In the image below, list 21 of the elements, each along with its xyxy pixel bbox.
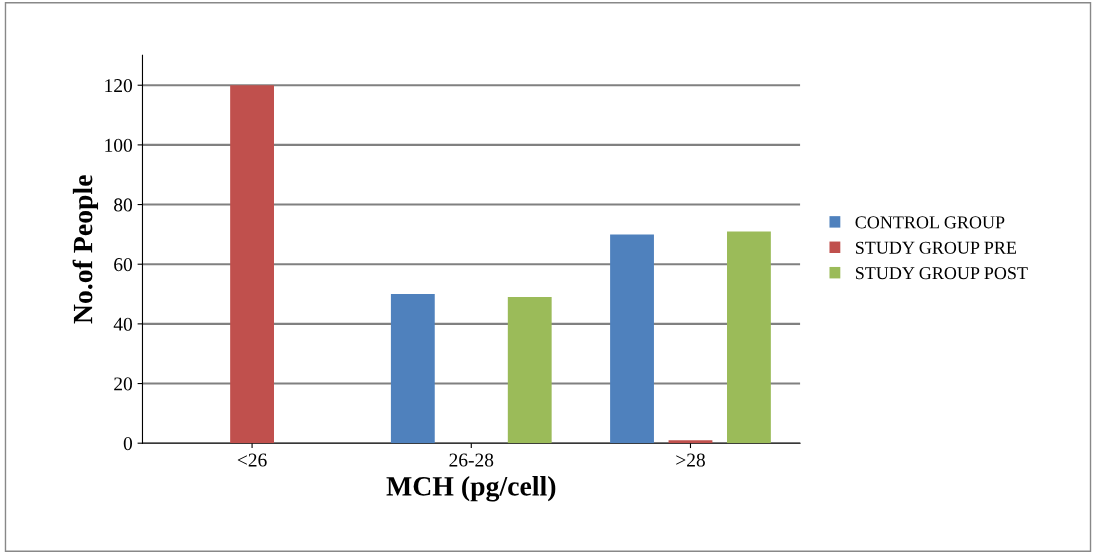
bar	[610, 234, 654, 444]
bar	[390, 294, 435, 444]
y-tick-label: 80	[114, 198, 133, 212]
x-axis-title: MCH (pg/cell)	[386, 476, 556, 502]
bar	[230, 85, 274, 444]
y-tick-label: 40	[113, 317, 133, 331]
y-tick-label: 0	[123, 437, 133, 451]
y-tick-label: 100	[105, 138, 133, 152]
y-tick-label: 20	[114, 377, 133, 391]
x-tick-label: 26-28	[449, 453, 494, 467]
x-tick-label: >28	[676, 453, 705, 467]
bar	[668, 440, 713, 444]
x-tick-label: <26	[237, 453, 267, 467]
y-tick-label: 60	[114, 258, 133, 272]
y-tick-label: 120	[105, 79, 133, 93]
legend-label: CONTROL GROUP	[855, 216, 1005, 229]
legend-label: STUDY GROUP POST	[855, 267, 1028, 280]
bar	[507, 297, 552, 444]
bar	[727, 231, 771, 444]
legend-label: STUDY GROUP PRE	[855, 241, 1017, 254]
y-axis-title: No.of People	[72, 175, 99, 324]
